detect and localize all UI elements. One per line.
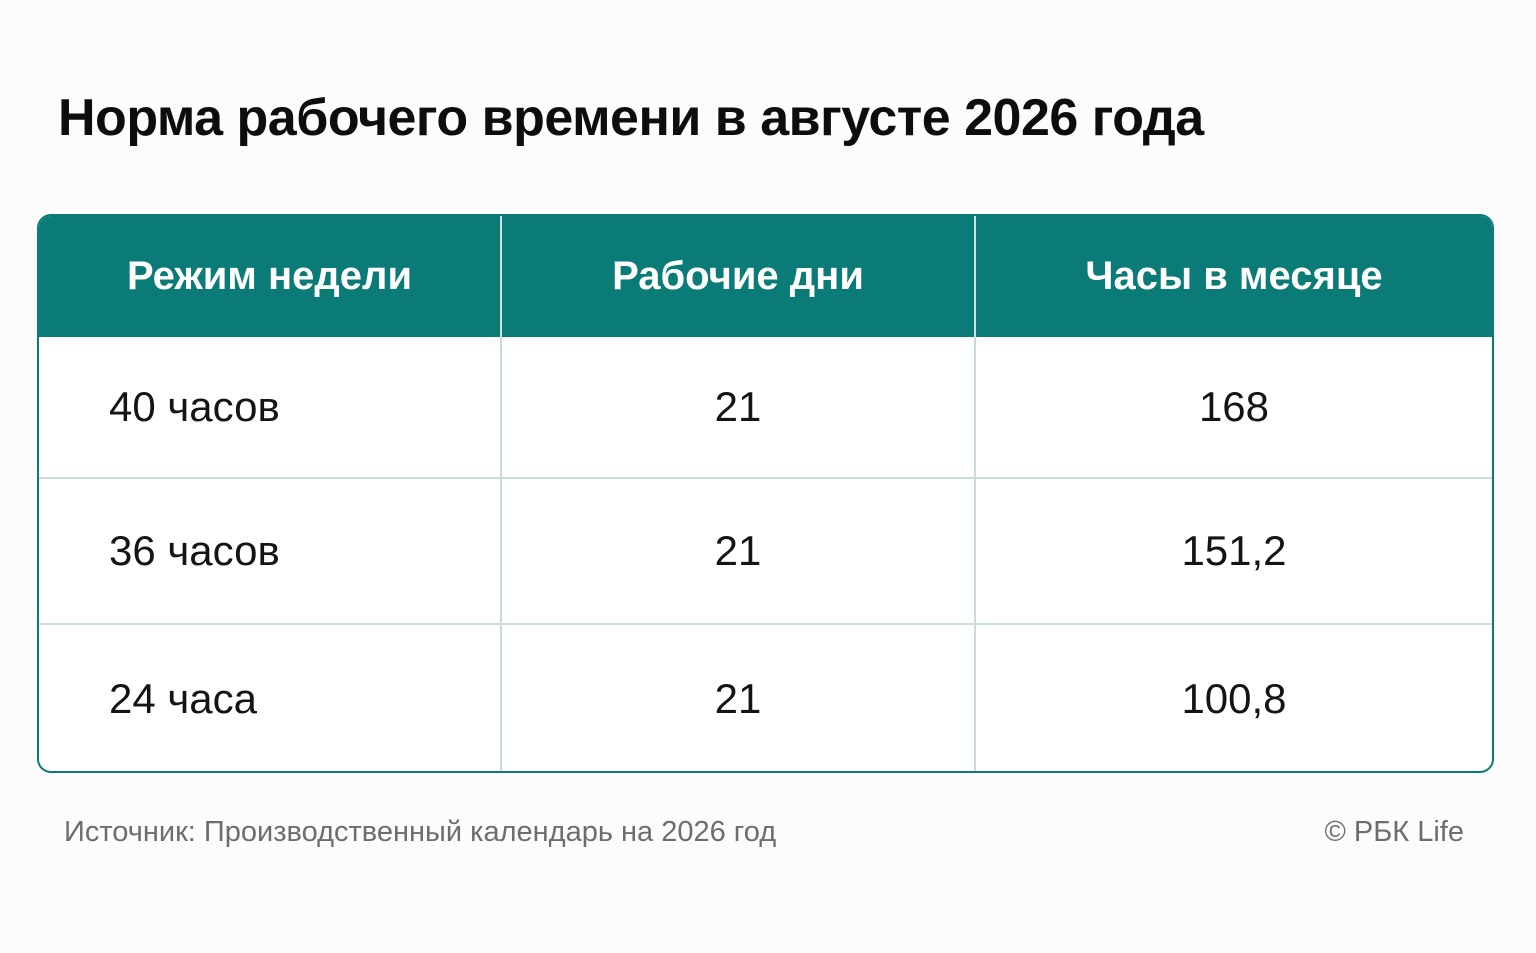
page-title: Норма рабочего времени в августе 2026 го… [58,89,1204,147]
cell-hours-per-month: 168 [974,337,1492,478]
copyright-credit: © РБК Life [1324,816,1464,848]
cell-hours-per-month: 100,8 [974,623,1492,771]
source-note: Источник: Производственный календарь на … [64,816,777,848]
cell-working-days: 21 [500,477,975,624]
table-row: 36 часов 21 151,2 [39,477,1492,624]
cell-working-days: 21 [500,337,975,478]
cell-week-mode: 24 часа [39,623,501,771]
cell-hours-per-month: 151,2 [974,477,1492,624]
cell-week-mode: 36 часов [39,477,501,624]
cell-working-days: 21 [500,623,975,771]
table-row: 40 часов 21 168 [39,337,1492,478]
header-week-mode: Режим недели [39,216,501,337]
header-hours-per-month: Часы в месяце [974,216,1492,337]
table-header-row: Режим недели Рабочие дни Часы в месяце [39,216,1492,337]
header-working-days: Рабочие дни [500,216,975,337]
cell-week-mode: 40 часов [109,383,280,430]
table-row: 24 часа 21 100,8 [39,623,1492,771]
work-hours-table: Режим недели Рабочие дни Часы в месяце 4… [37,214,1494,773]
